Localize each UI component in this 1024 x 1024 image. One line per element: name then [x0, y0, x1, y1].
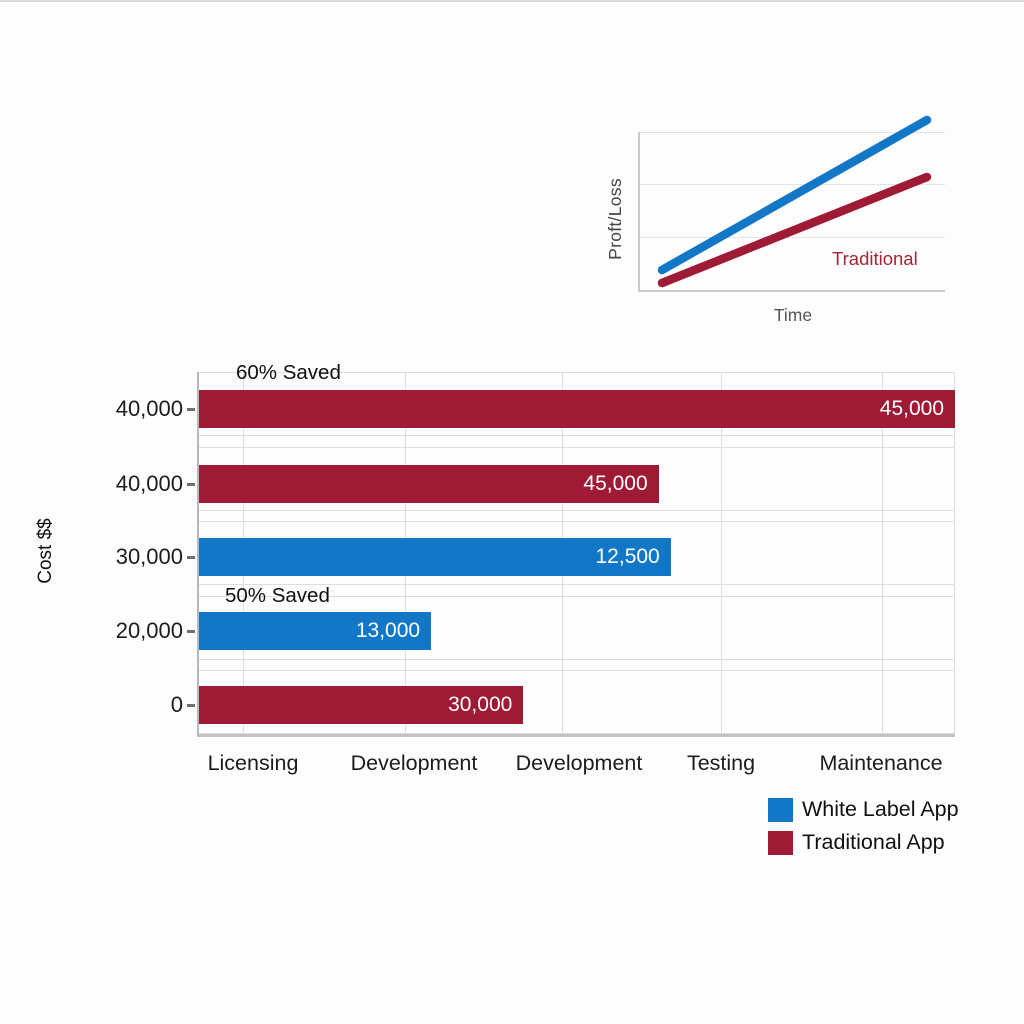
bar-value-label: 30,000 [448, 693, 513, 716]
bar-4-white-label-app: 13,000 [199, 612, 432, 650]
y-tick-label: 20,000 [115, 618, 183, 643]
inset-annotation-traditional: Traditional [832, 248, 918, 269]
x-tick-label-development: Development [350, 751, 478, 775]
main-gridline-h [199, 435, 955, 436]
y-tick-mark [187, 704, 195, 707]
main-gridline-h [199, 521, 955, 522]
y-tick-mark [187, 408, 195, 411]
x-tick-label-licensing: Licensing [207, 751, 299, 775]
legend-swatch [768, 797, 793, 822]
legend: White Label App Traditional App [768, 797, 959, 855]
y-tick-mark [187, 630, 195, 633]
inset-x-axis-title: Time [773, 305, 813, 325]
bar-2-traditional-app: 45,000 [199, 465, 659, 503]
legend-item-white-label-app: White Label App [768, 797, 959, 822]
x-tick-label-development: Development [515, 751, 643, 775]
main-gridline-v [882, 372, 883, 734]
bar-value-label: 13,000 [355, 619, 421, 642]
legend-item-traditional-app: Traditional App [768, 830, 959, 855]
bar-value-label: 45,000 [879, 397, 944, 420]
inset-line-series [657, 115, 932, 288]
annotation-60-saved: 60% Saved [236, 361, 341, 384]
main-gridline-h [199, 659, 955, 660]
inset-plot-area [638, 132, 945, 292]
y-tick-mark [187, 556, 195, 559]
bar-5-traditional-app: 30,000 [199, 686, 524, 724]
main-gridline-h [199, 670, 955, 671]
y-tick-label: 40,000 [115, 396, 183, 421]
annotation-50-saved: 50% Saved [225, 584, 330, 607]
main-gridline-h [199, 584, 955, 585]
bar-3-white-label-app: 12,500 [199, 538, 671, 576]
bar-value-label: 12,500 [595, 545, 660, 568]
traditional-line [657, 172, 932, 288]
y-tick-label: 30,000 [115, 544, 183, 569]
legend-swatch [768, 830, 793, 855]
inset-y-axis-title: Proft/Loss [605, 178, 625, 260]
y-tick-label: 40,000 [115, 471, 183, 496]
plot-area: 45,000 45,000 12,500 13,000 30,000 [187, 372, 955, 737]
page-top-edge-line [0, 0, 1024, 2]
x-tick-label-maintenance: Maintenance [819, 751, 943, 775]
main-gridline-h [199, 510, 955, 511]
main-gridline-h [199, 596, 955, 597]
inset-gridline [640, 184, 945, 185]
white-label-line [657, 115, 932, 275]
y-tick-label: 0 [170, 692, 183, 717]
inset-gridline [640, 132, 945, 133]
main-gridline-v [721, 372, 722, 734]
legend-label: White Label App [802, 797, 959, 821]
x-tick-label-testing: Testing [686, 751, 756, 775]
legend-label: Traditional App [802, 830, 945, 854]
main-gridline-h [199, 733, 955, 734]
y-tick-mark [187, 483, 195, 486]
main-gridline-h [199, 372, 955, 373]
bar-value-label: 45,000 [583, 472, 648, 495]
main-gridline-h [199, 447, 955, 448]
main-gridline-v [954, 372, 955, 734]
bar-1-traditional-app: 45,000 [199, 390, 955, 428]
inset-gridline [640, 237, 945, 238]
